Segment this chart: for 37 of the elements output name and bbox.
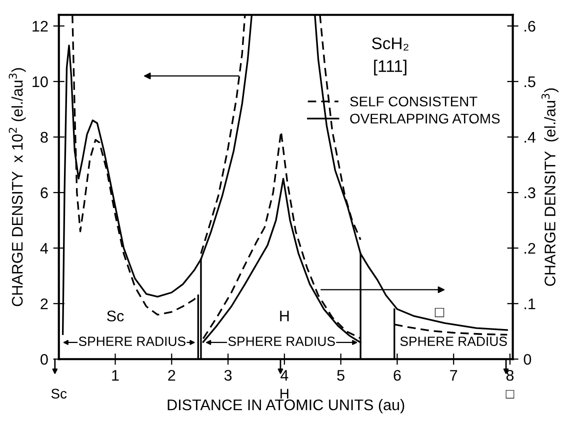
- x-axis-title: DISTANCE IN ATOMIC UNITS (au): [168, 399, 404, 414]
- y2-tick-label: .6: [524, 20, 536, 32]
- y2-tick-label: 0: [524, 354, 532, 365]
- x-tick-label: 5: [337, 370, 344, 381]
- y-tick-label: 8: [40, 132, 48, 143]
- annotation: SPHERE RADIUS: [228, 336, 335, 346]
- y-tick-label: 6: [40, 187, 48, 198]
- annotation: SPHERE RADIUS: [400, 336, 507, 346]
- y2-axis-title: CHARGE DENSITY (el./au$^{3}$): [542, 88, 558, 286]
- x-tick-label: 7: [450, 370, 458, 381]
- annotation: H: [280, 310, 289, 322]
- y-tick-label: 0: [40, 354, 48, 365]
- x-tick-label: 3: [224, 370, 232, 381]
- annotation: ScH₂ [111]: [372, 37, 408, 76]
- y-axis-title: CHARGE DENSITY x 10$^{2}$ (el./au$^{3}$): [8, 68, 26, 306]
- y-tick-label: 12: [32, 20, 48, 32]
- x-tick-label: 4: [280, 370, 288, 381]
- text: Sc: [51, 388, 67, 399]
- y2-tick-label: .4: [524, 132, 536, 143]
- legend-label: SELF CONSISTENT: [350, 96, 478, 106]
- annotation: SPHERE RADIUS: [78, 336, 186, 346]
- y2-tick-label: .5: [524, 76, 536, 88]
- legend-label: OVERLAPPING ATOMS: [350, 114, 500, 124]
- y2-tick-label: .2: [524, 242, 536, 254]
- y-tick-label: 2: [40, 298, 48, 310]
- text: □: [506, 390, 514, 398]
- x-tick-label: 8: [506, 370, 514, 381]
- y2-tick-label: .1: [524, 298, 536, 310]
- y2-tick-label: .3: [524, 187, 536, 198]
- annotation: □: [434, 308, 444, 318]
- y-tick-label: 10: [32, 76, 48, 88]
- y-tick-label: 4: [40, 243, 48, 254]
- text: H: [280, 388, 288, 398]
- x-tick-label: 2: [168, 370, 176, 381]
- x-tick-label: 1: [112, 370, 119, 381]
- annotation: Sc: [107, 310, 124, 322]
- x-tick-label: 6: [394, 370, 401, 381]
